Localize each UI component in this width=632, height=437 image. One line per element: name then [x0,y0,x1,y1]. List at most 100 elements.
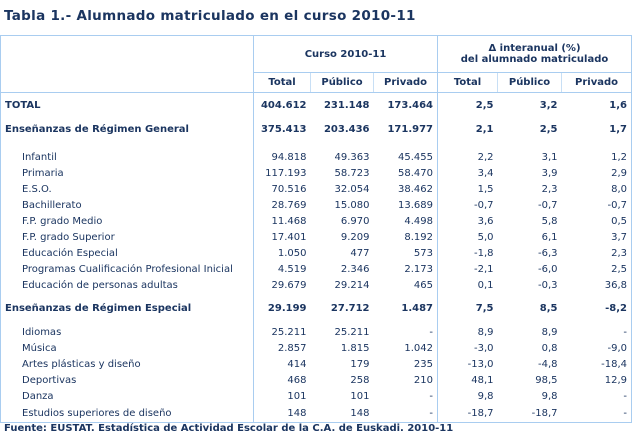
cell-value: 2,5 [475,100,494,111]
table-row: Idiomas 25.211 25.211-8,9 8,9- [0,324,632,340]
cell-value: 0,1 [477,279,494,291]
cell-value: 6,1 [541,231,558,243]
row-label: Enseñanzas de Régimen Especial [0,293,254,324]
cell-value: - [561,404,632,423]
cell-value: 1,7 [561,118,632,149]
cell-value: 8,0 [561,181,632,197]
cell-value: 3,7 [561,229,632,245]
cell-value: -2,1 [473,263,494,275]
cell-value: 231.148 [323,100,370,111]
cell-value: 8,9 [541,326,558,338]
cell-value: 4.498 [373,213,438,229]
table-row: Programas Cualificación Profesional Inic… [0,261,632,277]
header-curso: Curso 2010-11 [253,35,438,73]
cell-value: -18,7 [437,404,498,423]
cell-value: - [373,404,438,423]
row-label: Primaria [0,165,254,181]
cell-value: 29.214 [334,279,370,291]
table-row: Enseñanzas de Régimen General 375.413 203.… [0,118,632,149]
cell-value: 2,9 [561,165,632,181]
cell-value: - [373,324,438,340]
row-label: Programas Cualificación Profesional Inic… [0,261,254,277]
cell-value: 94.818 [271,151,307,163]
header-row-groups: Curso 2010-11 Δ interanual (%) del alumna… [0,35,632,93]
cell-value: 3,4 [477,167,494,179]
cell-value: 3,6 [477,215,494,227]
cell-value: 148 [253,404,311,423]
cell-value: 179 [350,358,370,370]
cell-value: 101 [287,390,307,402]
row-label: Artes plásticas y diseño [0,356,254,372]
cell-value: 3,2 [539,100,558,111]
source-note: Fuente: EUSTAT. Estadística de Actividad… [4,423,454,434]
col-header: Total [253,72,311,93]
table-row: E.S.O. 70.516 32.054 38.462 1,5 2,3 8,0 [0,181,632,197]
cell-value: - [561,388,632,404]
cell-value: 38.462 [373,181,438,197]
cell-value: 29.199 [267,303,307,314]
cell-value: -1,8 [473,247,494,259]
cell-value: 5,0 [477,231,494,243]
row-label: Deportivas [0,372,254,388]
cell-value: 1.487 [373,293,438,324]
cell-value: 171.977 [373,118,438,149]
cell-value: -6,0 [537,263,558,275]
cell-value: 404.612 [260,100,307,111]
table-row: Primaria 117.193 58.723 58.470 3,4 3,9 2,9 [0,165,632,181]
cell-value: 468 [287,374,307,386]
cell-value: 58.723 [334,167,370,179]
cell-value: 203.436 [323,124,370,135]
cell-value: 8.192 [373,229,438,245]
row-label: Estudios superiores de diseño [0,404,254,423]
cell-value: 28.769 [271,199,307,211]
table-row: Estudios superiores de diseño 148 148- -18,… [0,404,632,423]
cell-value: 2,2 [477,151,494,163]
cell-value: -0,7 [561,197,632,213]
cell-value: 8,5 [539,303,558,314]
header-delta: Δ interanual (%) del alumnado matriculado [437,35,632,73]
cell-value: 465 [373,277,438,293]
table-row: Educación Especial 1.050 477 573 -1,8 -6,3 2,3 [0,245,632,261]
cell-value: 36,8 [561,277,632,293]
row-label: Bachillerato [0,197,254,213]
cell-value: 2,3 [561,245,632,261]
cell-value: 0,5 [561,213,632,229]
cell-value: -4,8 [537,358,558,370]
cell-value: 29.679 [271,279,307,291]
cell-value: 258 [350,374,370,386]
cell-value: 17.401 [271,231,307,243]
cell-value: 477 [350,247,370,259]
cell-value: 27.712 [330,303,370,314]
cell-value: 12,9 [561,372,632,388]
cell-value: 9,8 [541,390,558,402]
cell-value: 32.054 [334,183,370,195]
row-label: Enseñanzas de Régimen General [0,118,254,149]
col-header: Público [310,72,374,93]
header-row-columns: Total Público Privado Total Público Priv… [1,72,632,93]
cell-value: -6,3 [537,247,558,259]
cell-value: 25.211 [271,326,307,338]
cell-value: 45.455 [373,149,438,165]
cell-value: 5,8 [541,215,558,227]
cell-value: 2,5 [561,261,632,277]
cell-value: 2.346 [340,263,370,275]
cell-value: 2,5 [539,124,558,135]
cell-value: 3,1 [541,151,558,163]
cell-value: 49.363 [334,151,370,163]
col-header: Privado [561,72,632,93]
table-row: Danza 101 101-9,8 9,8- [0,388,632,404]
table-row: Enseñanzas de Régimen Especial 29.199 27.7… [0,293,632,324]
col-header: Público [497,72,562,93]
cell-value: 7,5 [475,303,494,314]
row-label: Danza [0,388,254,404]
cell-value: 58.470 [373,165,438,181]
cell-value: 1.815 [340,342,370,354]
col-header: Privado [373,72,438,93]
table-row: Deportivas 468 258 210 48,1 98,5 12,9 [0,372,632,388]
cell-value: 173.464 [373,92,438,118]
cell-value: -13,0 [467,358,494,370]
cell-value: 1,5 [477,183,494,195]
table-row: Educación de personas adultas 29.679 29.21… [0,277,632,293]
cell-value: 98,5 [535,374,558,386]
cell-value: - [561,324,632,340]
